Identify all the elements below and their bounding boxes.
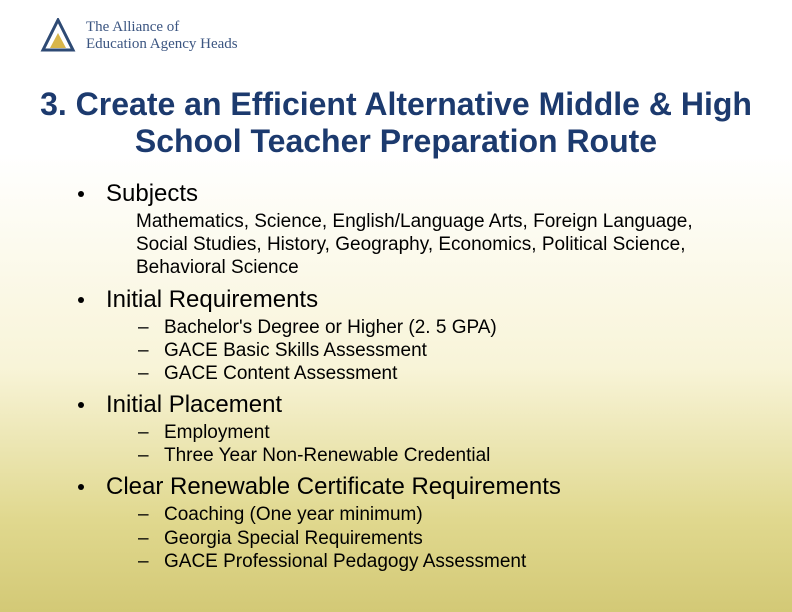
list-item-text: GACE Basic Skills Assessment: [164, 339, 427, 362]
dash-icon: –: [136, 503, 164, 526]
section-head: Initial Requirements: [60, 286, 732, 314]
dash-icon: –: [136, 339, 164, 362]
content-area: Subjects Mathematics, Science, English/L…: [0, 180, 792, 579]
sub-list: –Coaching (One year minimum) –Georgia Sp…: [60, 503, 732, 573]
section-head-label: Clear Renewable Certificate Requirements: [106, 473, 561, 501]
list-item-text: Coaching (One year minimum): [164, 503, 423, 526]
bullet-icon: [78, 297, 84, 303]
section-head: Subjects: [60, 180, 732, 208]
list-item: –Employment: [136, 421, 732, 444]
list-item: –Three Year Non-Renewable Credential: [136, 444, 732, 467]
section-head-label: Subjects: [106, 180, 198, 208]
bullet-icon: [78, 484, 84, 490]
logo-line2: Education Agency Heads: [86, 36, 238, 53]
list-item-text: Georgia Special Requirements: [164, 527, 423, 550]
list-item: –Georgia Special Requirements: [136, 527, 732, 550]
dash-icon: –: [136, 527, 164, 550]
list-item-text: Three Year Non-Renewable Credential: [164, 444, 490, 467]
sub-list: –Bachelor's Degree or Higher (2. 5 GPA) …: [60, 316, 732, 386]
section-head-label: Initial Placement: [106, 391, 282, 419]
logo-mark-icon: [40, 18, 76, 54]
dash-icon: –: [136, 444, 164, 467]
list-item: –GACE Professional Pedagogy Assessment: [136, 550, 732, 573]
section-head-label: Initial Requirements: [106, 286, 318, 314]
list-item-text: Bachelor's Degree or Higher (2. 5 GPA): [164, 316, 497, 339]
dash-icon: –: [136, 421, 164, 444]
logo-area: The Alliance of Education Agency Heads: [40, 18, 238, 54]
logo-text: The Alliance of Education Agency Heads: [86, 19, 238, 54]
section-clear-renewable: Clear Renewable Certificate Requirements…: [60, 473, 732, 573]
page-title: 3. Create an Efficient Alternative Middl…: [0, 86, 792, 160]
section-initial-placement: Initial Placement –Employment –Three Yea…: [60, 391, 732, 467]
section-initial-requirements: Initial Requirements –Bachelor's Degree …: [60, 286, 732, 386]
list-item-text: GACE Content Assessment: [164, 362, 397, 385]
list-item: –GACE Basic Skills Assessment: [136, 339, 732, 362]
section-head: Clear Renewable Certificate Requirements: [60, 473, 732, 501]
list-item-text: Employment: [164, 421, 270, 444]
logo-line1: The Alliance of: [86, 19, 238, 36]
section-head: Initial Placement: [60, 391, 732, 419]
dash-icon: –: [136, 316, 164, 339]
list-item-text: GACE Professional Pedagogy Assessment: [164, 550, 526, 573]
list-item: –GACE Content Assessment: [136, 362, 732, 385]
sub-list: –Employment –Three Year Non-Renewable Cr…: [60, 421, 732, 467]
dash-icon: –: [136, 550, 164, 573]
section-subjects: Subjects Mathematics, Science, English/L…: [60, 180, 732, 280]
list-item: –Coaching (One year minimum): [136, 503, 732, 526]
list-item: –Bachelor's Degree or Higher (2. 5 GPA): [136, 316, 732, 339]
bullet-icon: [78, 402, 84, 408]
dash-icon: –: [136, 362, 164, 385]
section-body: Mathematics, Science, English/Language A…: [60, 210, 732, 280]
bullet-icon: [78, 191, 84, 197]
